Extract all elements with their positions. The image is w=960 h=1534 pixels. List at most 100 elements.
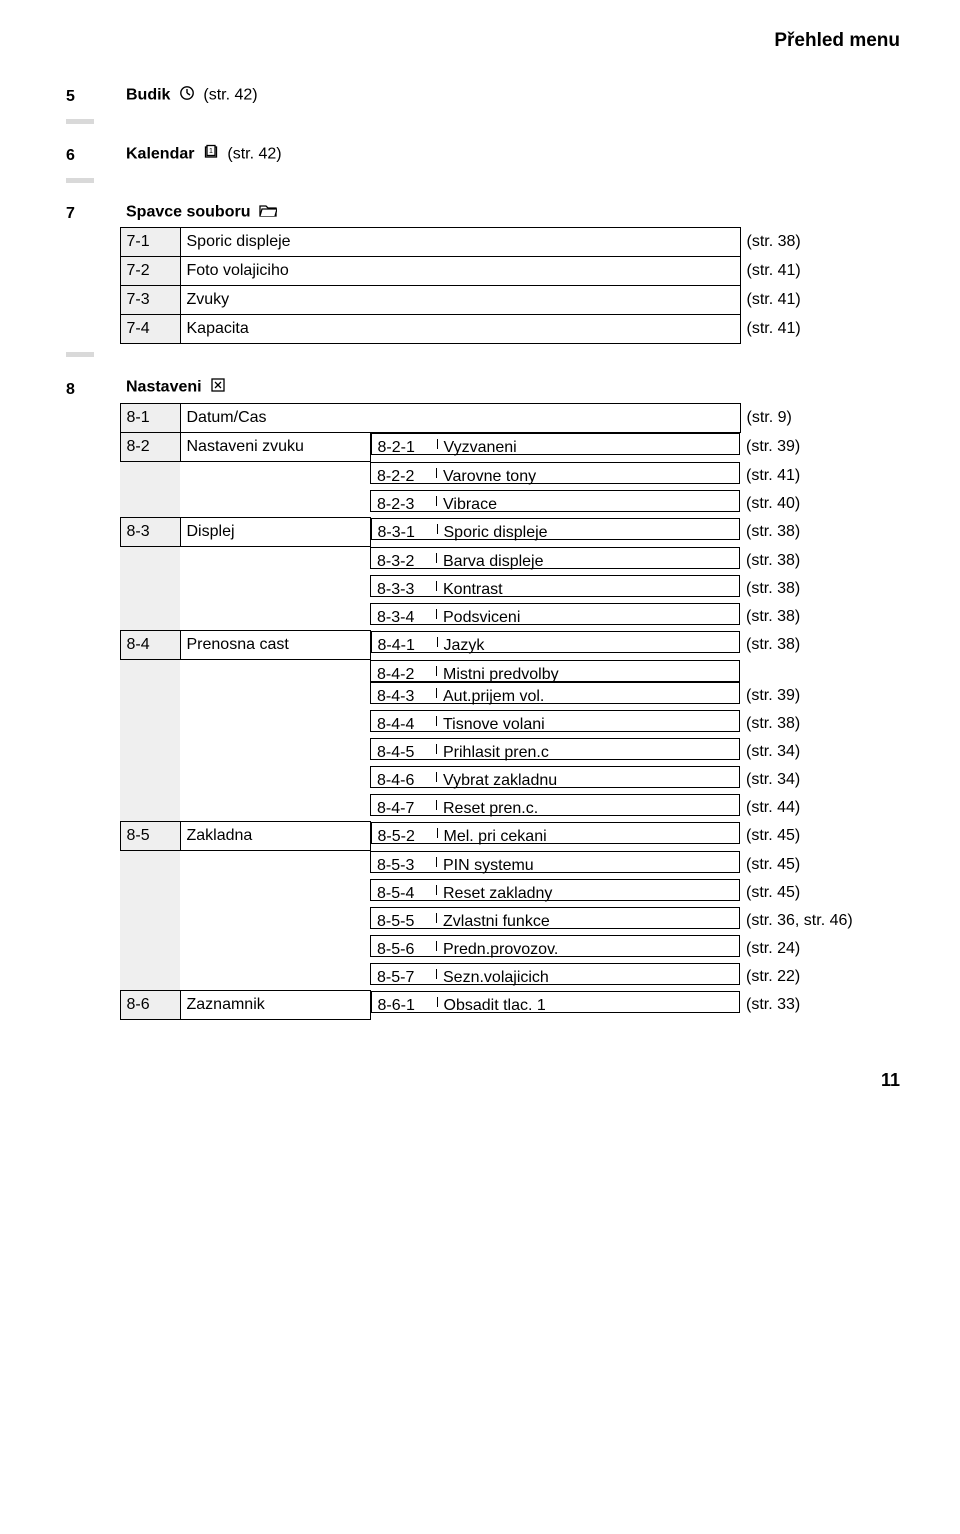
page-ref: (str. 45) (740, 851, 900, 879)
sub-idx: 8-1 (120, 404, 180, 433)
page-ref: (str. 41) (740, 315, 900, 344)
page-ref: (str. 9) (740, 404, 900, 433)
table-row: 8-2-2Varovne tony (str. 41) (60, 462, 900, 490)
subsub-idx: 8-5-7 (377, 969, 437, 979)
table-row: 8-3-3Kontrast (str. 38) (60, 575, 900, 603)
page-ref: (str. 39) (740, 682, 900, 710)
subsub-label: PIN systemu (437, 857, 534, 867)
subsub-idx: 8-5-3 (377, 857, 437, 867)
sub-label: Kapacita (180, 315, 740, 344)
page-ref: (str. 24) (740, 935, 900, 963)
section-7: 7 Spavce souboru 7-1 Sporic displeje (st… (60, 198, 900, 366)
page-ref: (str. 40) (740, 490, 900, 518)
table-row: 8-5-6Predn.provozov. (str. 24) (60, 935, 900, 963)
subsub-label: Mistni predvolby (437, 666, 559, 676)
table-row: 8-3-4Podsviceni (str. 38) (60, 603, 900, 631)
subsub-idx: 8-4-2 (377, 666, 437, 676)
subsub-label: Jazyk (438, 637, 485, 647)
subsub-label: Podsviceni (437, 609, 520, 619)
table-row: 8-1 Datum/Cas (str. 9) (60, 404, 900, 433)
sub-idx: 7-2 (120, 257, 180, 286)
subsub-label: Mel. pri cekani (438, 828, 547, 838)
subsub-idx: 8-4-6 (377, 772, 437, 782)
page-ref: (str. 39) (740, 433, 900, 462)
page-ref: (str. 45) (740, 879, 900, 907)
subsub-idx: 8-5-6 (377, 941, 437, 951)
page-ref: (str. 38) (740, 575, 900, 603)
page-ref: (str. 38) (740, 710, 900, 738)
subsub-idx: 8-5-4 (377, 885, 437, 895)
page-ref: (str. 33) (740, 991, 900, 1020)
table-row: 8-4-6Vybrat zakladnu (str. 34) (60, 766, 900, 794)
svg-text:1: 1 (209, 148, 213, 155)
page-ref: (str. 22) (740, 963, 900, 991)
subsub-idx: 8-2-2 (377, 468, 437, 478)
subsub-label: Prihlasit pren.c (437, 744, 549, 754)
sub-label: Zakladna (180, 822, 370, 851)
subsub-idx: 8-4-7 (377, 800, 437, 810)
subsub-label: Kontrast (437, 581, 503, 591)
page-ref (740, 660, 900, 682)
table-row: 7-4 Kapacita (str. 41) (60, 315, 900, 344)
sub-label: Foto volajiciho (180, 257, 740, 286)
page-ref: (str. 41) (740, 286, 900, 315)
page-ref: (str. 38) (740, 518, 900, 547)
idx: 7 (60, 198, 120, 228)
page-ref: (str. 44) (740, 794, 900, 822)
page-ref: (str. 38) (740, 547, 900, 575)
page-ref: (str. 41) (740, 257, 900, 286)
table-row: 8-4-4Tisnove volani (str. 38) (60, 710, 900, 738)
page-ref: (str. 41) (740, 462, 900, 490)
label: Budik (126, 87, 170, 104)
table-row: 7-3 Zvuky (str. 41) (60, 286, 900, 315)
subsub-label: Tisnove volani (437, 716, 545, 726)
table-row: 8-5-7Sezn.volajicich (str. 22) (60, 963, 900, 991)
divider-bar (66, 352, 94, 357)
table-row: 8-4-3Aut.prijem vol. (str. 39) (60, 682, 900, 710)
table-row: 7-2 Foto volajiciho (str. 41) (60, 257, 900, 286)
table-row: 8-5-3PIN systemu (str. 45) (60, 851, 900, 879)
sub-idx: 8-4 (120, 631, 180, 660)
sub-label: Prenosna cast (180, 631, 370, 660)
table-row: 8-3-2Barva displeje (str. 38) (60, 547, 900, 575)
page-header: Přehled menu (60, 30, 900, 52)
subsub-idx: 8-4-1 (378, 637, 438, 647)
page-ref: (str. 38) (740, 228, 900, 257)
subsub-label: Reset pren.c. (437, 800, 538, 810)
table-row: 8-6 Zaznamnik 8-6-1Obsadit tlac. 1 (str.… (60, 991, 900, 1020)
page-ref: (str. 34) (740, 738, 900, 766)
label: Nastaveni (126, 379, 202, 396)
sub-label: Displej (180, 518, 370, 547)
page-number: 11 (60, 1070, 900, 1091)
subsub-idx: 8-5-5 (377, 913, 437, 923)
sub-idx: 8-3 (120, 518, 180, 547)
table-row: 8-2-3Vibrace (str. 40) (60, 490, 900, 518)
table-row: 8-5 Zakladna 8-5-2Mel. pri cekani (str. … (60, 822, 900, 851)
label: Kalendar (126, 146, 194, 163)
table-row: 8-2 Nastaveni zvuku 8-2-1Vyzvaneni (str.… (60, 433, 900, 462)
sub-idx: 8-2 (120, 433, 180, 462)
subsub-label: Vibrace (437, 496, 497, 506)
subsub-label: Zvlastni funkce (437, 913, 550, 923)
subsub-label: Varovne tony (437, 468, 536, 478)
sub-label: Zvuky (180, 286, 740, 315)
sub-idx: 8-6 (120, 991, 180, 1020)
label: Spavce souboru (126, 204, 250, 221)
sub-label: Sporic displeje (180, 228, 740, 257)
table-row: 8-5-4Reset zakladny (str. 45) (60, 879, 900, 907)
page-ref: (str. 42) (227, 146, 281, 163)
divider-bar (66, 178, 94, 183)
subsub-idx: 8-3-1 (378, 524, 438, 534)
sub-idx: 7-4 (120, 315, 180, 344)
subsub-idx: 8-3-3 (377, 581, 437, 591)
page-ref: (str. 45) (740, 822, 900, 851)
table-row: 8-4-5Prihlasit pren.c (str. 34) (60, 738, 900, 766)
subsub-label: Predn.provozov. (437, 941, 558, 951)
table-row: 8-4 Prenosna cast 8-4-1Jazyk (str. 38) (60, 631, 900, 660)
subsub-idx: 8-6-1 (378, 997, 438, 1007)
idx: 6 (60, 139, 120, 170)
settings-icon (210, 377, 226, 398)
subsub-idx: 8-4-3 (377, 688, 437, 698)
idx: 5 (60, 80, 120, 111)
section-8: 8 Nastaveni 8-1 Datum/Cas (str. 9) 8-2 N… (60, 372, 900, 1020)
